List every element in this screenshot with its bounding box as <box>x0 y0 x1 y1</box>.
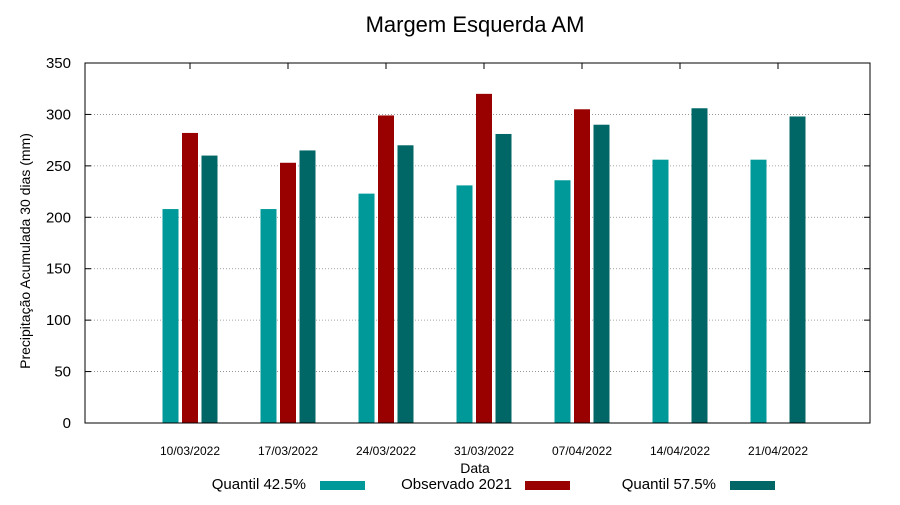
x-tick-label: 24/03/2022 <box>356 444 416 458</box>
y-tick-label: 200 <box>46 209 71 226</box>
x-tick-label: 14/04/2022 <box>650 444 710 458</box>
legend-label: Quantil 57.5% <box>622 476 716 493</box>
y-tick-label: 50 <box>54 364 71 381</box>
y-tick-label: 0 <box>63 415 71 432</box>
bar <box>554 180 571 423</box>
x-axis-label: Data <box>460 460 490 476</box>
legend-swatch <box>730 481 775 490</box>
grid-lines <box>85 114 870 372</box>
bar <box>476 93 492 423</box>
y-tick-label: 100 <box>46 312 71 329</box>
bar <box>378 115 394 423</box>
legend-swatch <box>320 481 365 490</box>
bar <box>750 159 767 423</box>
y-tick-label: 350 <box>46 55 71 72</box>
bar <box>358 193 375 423</box>
x-tick-label: 21/04/2022 <box>748 444 808 458</box>
x-axis: 10/03/2022 17/03/2022 24/03/2022 31/03/2022… <box>160 63 808 458</box>
bar <box>162 209 179 423</box>
bar <box>182 132 198 423</box>
legend-label: Quantil 42.5% <box>212 476 306 493</box>
bar <box>456 185 473 423</box>
y-tick-label: 150 <box>46 261 71 278</box>
bar <box>260 209 277 423</box>
x-tick-label: 07/04/2022 <box>552 444 612 458</box>
chart-title: Margem Esquerda AM <box>366 12 585 37</box>
y-axis: 0 50 100 150 200 250 300 350 <box>46 55 870 432</box>
legend-swatch <box>525 481 570 490</box>
y-axis-label: Precipitação Acumulada 30 dias (mm) <box>17 133 33 369</box>
y-tick-label: 300 <box>46 106 71 123</box>
bars <box>162 93 806 424</box>
bar <box>280 162 296 423</box>
x-tick-label: 31/03/2022 <box>454 444 514 458</box>
bar <box>593 124 610 423</box>
bar <box>299 150 316 423</box>
legend: Quantil 42.5% Observado 2021 Quantil 57.5% <box>212 476 775 493</box>
bar <box>691 108 708 423</box>
y-tick-label: 250 <box>46 158 71 175</box>
bar <box>397 145 414 424</box>
bar <box>789 116 806 423</box>
bar <box>574 109 590 424</box>
bar <box>201 155 218 424</box>
x-tick-label: 17/03/2022 <box>258 444 318 458</box>
x-tick-label: 10/03/2022 <box>160 444 220 458</box>
bar <box>495 133 512 423</box>
plot-frame <box>84 62 871 424</box>
legend-label: Observado 2021 <box>401 476 512 493</box>
bar <box>652 159 669 423</box>
